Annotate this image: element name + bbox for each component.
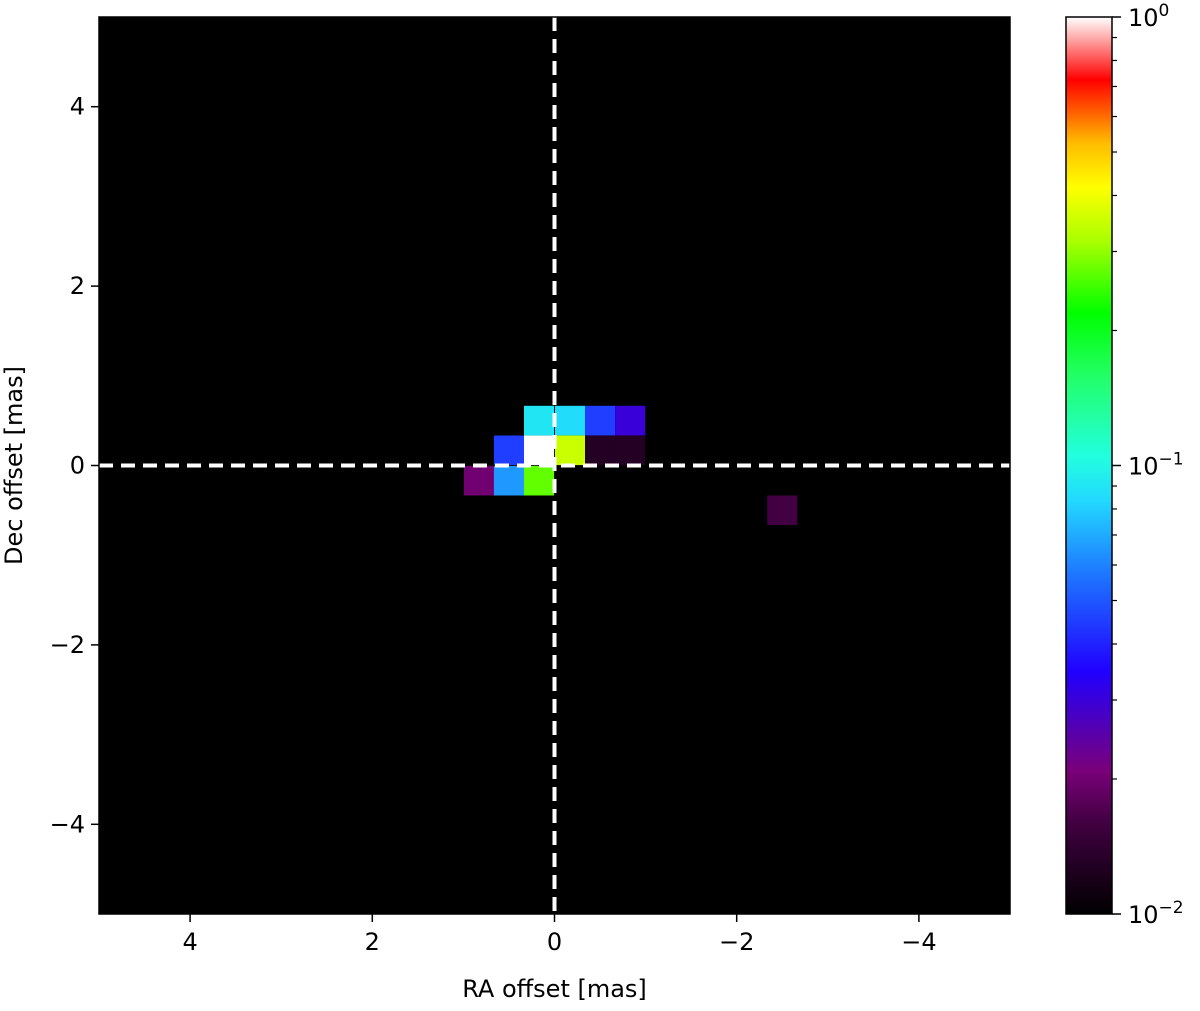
heatmap-plot: 4 2 0 −2 −4 4 2 0 −2 −4 RA offset [mas] Dec offs… [0, 16, 1011, 1003]
y-tick-label-0: 4 [70, 93, 85, 121]
colorbar-major-ticks: 100 10−1 10−2 [1112, 1, 1184, 929]
colorbar-tick-label-1: 10−1 [1128, 450, 1184, 481]
heatmap-cell-11 [524, 465, 555, 496]
y-tick-label-2: 0 [70, 452, 85, 480]
heatmap-cell-7 [585, 435, 616, 466]
colorbar-minor-ticks [1112, 36, 1117, 780]
colorbar: 100 10−1 10−2 [1065, 1, 1184, 929]
heatmap-cell-10 [493, 465, 524, 496]
y-tick-label-3: −2 [50, 631, 85, 659]
x-axis-label: RA offset [mas] [462, 975, 647, 1003]
heatmap-cell-2 [585, 405, 616, 436]
y-axis-ticks: 4 2 0 −2 −4 [50, 93, 99, 838]
x-tick-label-4: −4 [901, 928, 936, 956]
heatmap-cell-4 [493, 435, 524, 466]
heatmap-cell-12 [767, 495, 798, 526]
colorbar-tick-label-0: 100 [1128, 1, 1169, 32]
y-axis-label: Dec offset [mas] [0, 366, 28, 565]
x-tick-label-3: −2 [719, 928, 754, 956]
heatmap-cell-5 [524, 435, 555, 466]
x-tick-label-0: 4 [182, 928, 197, 956]
y-tick-label-1: 2 [70, 272, 85, 300]
heatmap-cell-6 [555, 435, 586, 466]
x-tick-label-2: 0 [547, 928, 562, 956]
heatmap-cells [463, 405, 798, 526]
heatmap-cell-8 [615, 435, 646, 466]
heatmap-cell-1 [555, 405, 586, 436]
heatmap-cell-0 [524, 405, 555, 436]
x-axis-ticks: 4 2 0 −2 −4 [182, 914, 937, 956]
colorbar-tick-label-2: 10−2 [1128, 898, 1184, 929]
y-tick-label-4: −4 [50, 810, 85, 838]
x-tick-label-1: 2 [365, 928, 380, 956]
heatmap-cell-3 [615, 405, 646, 436]
colorbar-gradient [1066, 17, 1112, 914]
heatmap-cell-9 [463, 465, 494, 496]
